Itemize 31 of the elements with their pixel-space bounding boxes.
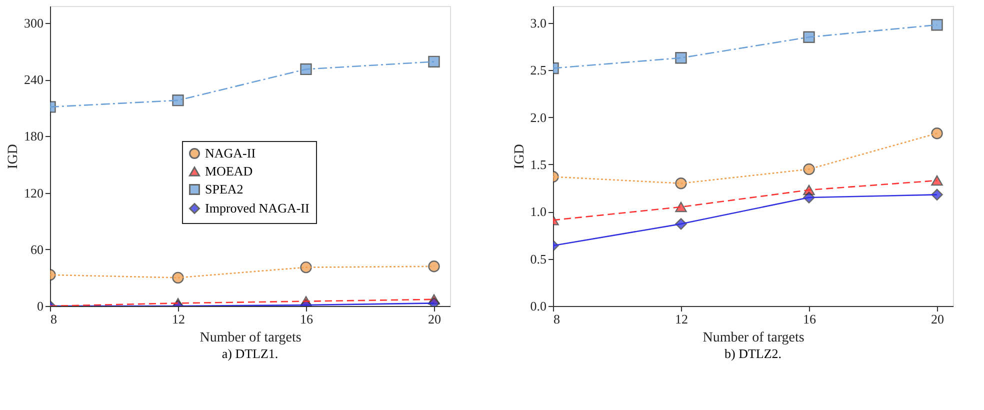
y-tick-label: 0.0: [530, 298, 546, 314]
legend-label: Improved NAGA-II: [205, 200, 310, 216]
legend-label: NAGA-II: [205, 146, 256, 160]
y-tick-label: 240: [24, 72, 44, 88]
legend-label: SPEA2: [205, 182, 244, 196]
x-tick-label: 20: [931, 312, 944, 326]
text: b) DTLZ2.: [724, 346, 782, 361]
y-axis-title: IGD: [6, 144, 21, 169]
x-tick-label: 8: [50, 312, 57, 326]
y-tick-label: 180: [24, 128, 44, 144]
x-tick-label: 12: [675, 312, 688, 326]
y-tick-label: 0: [37, 298, 44, 314]
y-tick-label: 0.5: [530, 251, 546, 266]
y-tick-label: 2.0: [530, 110, 546, 125]
y-axis-title: IGD: [512, 144, 528, 169]
x-axis-title: Number of targets: [200, 330, 302, 346]
y-tick-label: 300: [24, 15, 44, 30]
x-tick-label: 16: [300, 312, 314, 326]
y-tick-label: 1.0: [530, 204, 546, 220]
legend-label: MOEAD: [205, 164, 253, 178]
y-tick-label: 60: [30, 242, 44, 257]
x-tick-label: 8: [554, 312, 560, 326]
x-tick-label: 12: [172, 312, 185, 326]
x-tick-label: 16: [803, 312, 816, 326]
x-axis-title: Number of targets: [702, 330, 804, 346]
y-tick-label: 2.5: [530, 62, 546, 78]
y-tick-label: 120: [24, 185, 44, 200]
y-tick-label: 3.0: [530, 15, 546, 30]
y-tick-label: 1.5: [530, 156, 546, 172]
x-tick-label: 20: [428, 312, 441, 326]
text: a) DTLZ1.: [222, 346, 278, 361]
